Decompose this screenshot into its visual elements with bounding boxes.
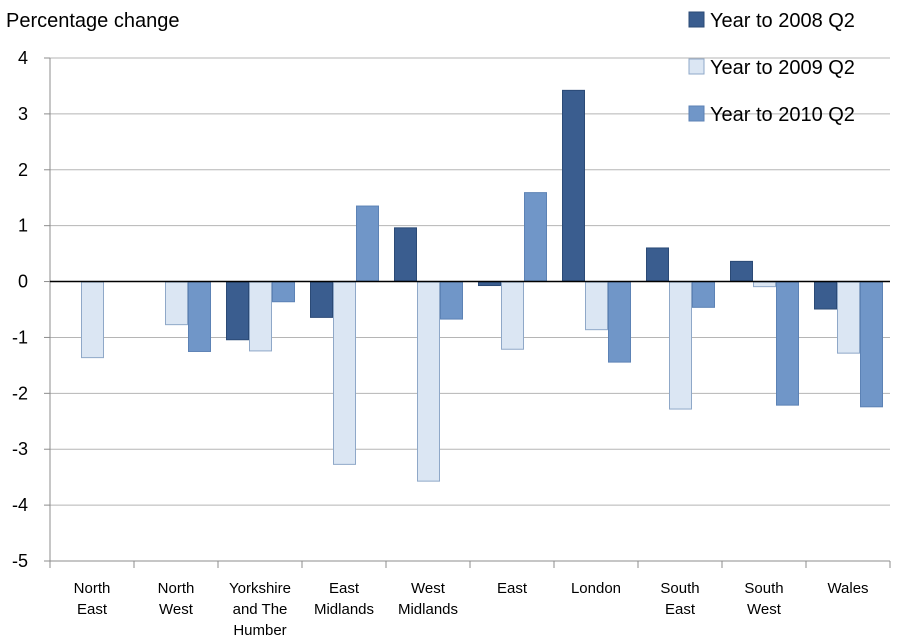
bar <box>333 281 356 465</box>
bar <box>646 247 669 282</box>
y-tick-label: 1 <box>18 216 28 236</box>
bar <box>81 281 104 359</box>
bar <box>608 281 631 363</box>
x-tick-label: Wales <box>827 580 868 597</box>
bar <box>272 281 295 303</box>
bar <box>188 281 211 352</box>
bar <box>249 281 272 352</box>
bar <box>585 281 608 331</box>
legend-swatch <box>688 11 705 28</box>
bar <box>417 281 440 482</box>
legend-swatch <box>688 58 705 75</box>
legend-swatch <box>688 105 705 122</box>
bar <box>562 89 585 282</box>
y-tick-label: 0 <box>18 272 28 292</box>
legend: Year to 2008 Q2 Year to 2009 Q2 Year to 20… <box>688 10 855 126</box>
bar <box>501 281 524 350</box>
x-tick-label: Yorkshire and The Humber <box>229 580 291 639</box>
bar <box>730 260 753 282</box>
y-tick-label: -2 <box>12 383 28 403</box>
y-tick-label: -3 <box>12 439 28 459</box>
y-tick-label: -5 <box>12 551 28 571</box>
x-tick-label: London <box>571 580 621 597</box>
bar <box>394 227 417 282</box>
y-tick-label: 2 <box>18 160 28 180</box>
legend-label: Year to 2009 Q2 <box>710 57 855 79</box>
x-tick-label: North West <box>158 580 195 618</box>
y-tick-label: -1 <box>12 327 28 347</box>
x-tick-label: South East <box>660 580 699 618</box>
bar <box>165 281 188 326</box>
bar <box>692 281 715 308</box>
y-axis-label: Percentage change <box>6 10 179 32</box>
y-tick-labels: 4 3 2 1 0 -1 -2 -3 -4 -5 <box>12 48 28 571</box>
y-tick-label: 3 <box>18 104 28 124</box>
bar <box>669 281 692 410</box>
bar <box>478 281 501 287</box>
bars <box>81 89 883 482</box>
bar <box>837 281 860 354</box>
bar <box>440 281 463 320</box>
x-tick-labels: North East North West Yorkshire and The Humber… <box>74 580 869 639</box>
bar <box>753 281 776 288</box>
axes <box>44 57 891 568</box>
bar <box>860 281 883 408</box>
x-tick-label: West Midlands <box>398 580 458 618</box>
x-tick-label: East <box>497 580 528 597</box>
bar <box>524 192 547 282</box>
bar <box>226 281 249 341</box>
y-tick-label: -4 <box>12 495 28 515</box>
bar <box>310 281 333 318</box>
legend-label: Year to 2008 Q2 <box>710 10 855 32</box>
x-tick-label: North East <box>74 580 111 618</box>
legend-label: Year to 2010 Q2 <box>710 104 855 126</box>
x-tick-label: South West <box>744 580 783 618</box>
y-tick-label: 4 <box>18 48 28 68</box>
bar <box>356 205 379 282</box>
bar <box>814 281 837 310</box>
bar <box>776 281 799 406</box>
x-tick-label: East Midlands <box>314 580 374 618</box>
